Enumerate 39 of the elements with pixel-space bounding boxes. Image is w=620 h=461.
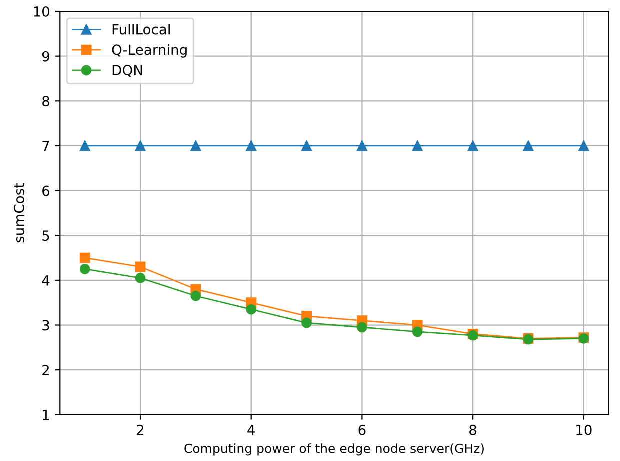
point	[356, 140, 368, 152]
y-axis-title: sumCost	[14, 183, 24, 243]
point	[80, 140, 90, 152]
point	[246, 304, 257, 315]
x-tick-label: 10	[576, 424, 592, 436]
point	[190, 140, 202, 152]
y-tick-label: 4	[42, 276, 50, 286]
legend-label: DQN	[112, 65, 142, 78]
point	[302, 140, 312, 152]
point	[468, 140, 478, 152]
y-tick-label: 6	[42, 186, 50, 196]
y-tick-label: 3	[42, 320, 50, 331]
point	[135, 262, 146, 272]
point	[356, 322, 368, 333]
y-tick-label: 8	[42, 96, 50, 107]
x-tick-label: 6	[358, 424, 366, 436]
y-tick-label: 2	[42, 365, 50, 376]
point	[80, 252, 90, 264]
x-tick-label: 8	[470, 424, 477, 436]
point	[412, 140, 423, 152]
y-tick-label: 9	[42, 51, 50, 62]
point	[135, 272, 146, 284]
x-axis-title: Computing power of the edge node server(GHz)	[184, 444, 484, 456]
y-tick-label: 5	[42, 230, 50, 242]
point	[578, 140, 590, 152]
x-tick-label: 4	[248, 425, 255, 436]
point	[412, 326, 423, 338]
legend-label: Q-Learning	[112, 44, 187, 58]
point	[302, 318, 312, 328]
legend-label: FullLocal	[112, 24, 170, 35]
point	[80, 264, 90, 274]
y-tick-label: 10	[34, 6, 50, 17]
point	[523, 140, 534, 152]
point	[190, 290, 202, 302]
x-tick-label: 2	[137, 424, 144, 436]
point	[246, 140, 257, 152]
y-tick-label: 7	[42, 141, 50, 152]
point	[135, 140, 146, 152]
y-tick-label: 1	[43, 410, 50, 420]
